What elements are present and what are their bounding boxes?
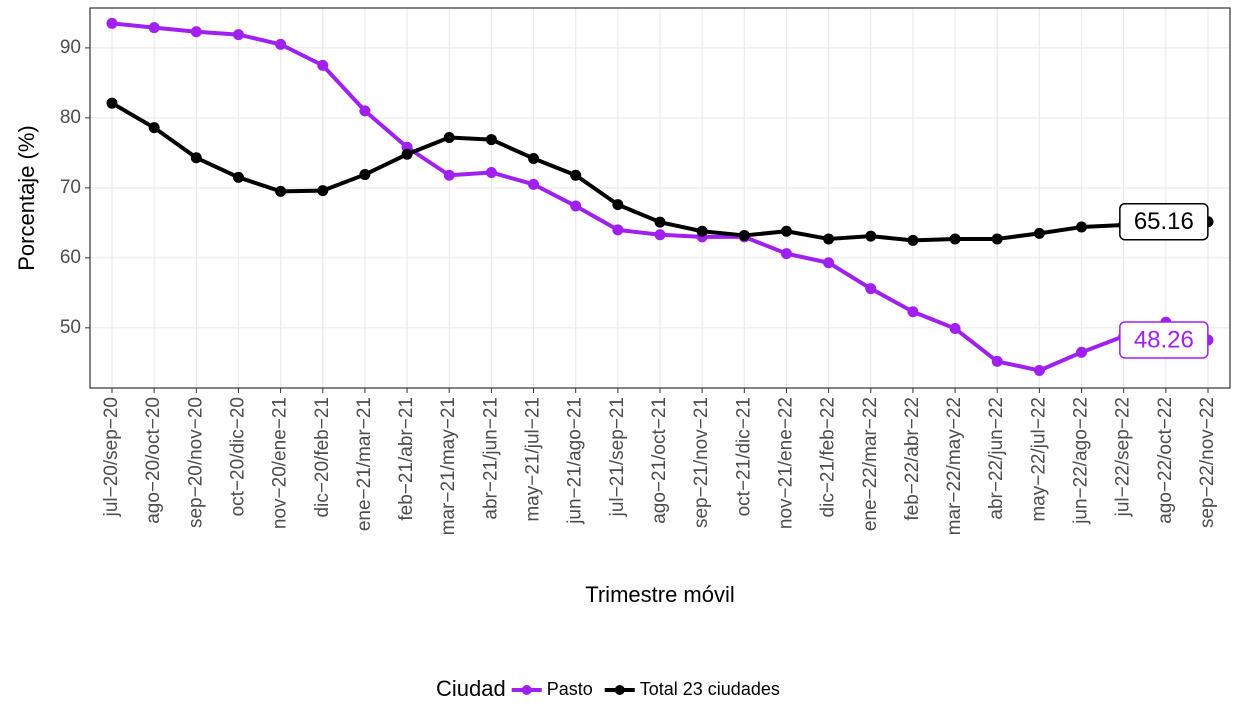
x-tick-label: feb−22/abr−22: [902, 397, 923, 521]
x-tick-label: mar−22/may−22: [944, 397, 965, 535]
point: [1033, 365, 1045, 377]
x-tick-label: abr−22/jun−22: [986, 397, 1007, 520]
point: [190, 152, 202, 164]
x-axis-title: Trimestre móvil: [585, 582, 735, 607]
x-tick-label: jun−21/ago−21: [565, 397, 586, 525]
point: [570, 200, 582, 212]
x-tick-label: jun−22/ago−22: [1071, 397, 1092, 525]
x-tick-label: feb−21/abr−21: [396, 397, 417, 521]
point: [780, 248, 792, 260]
y-tick-label: 90: [60, 37, 81, 58]
y-tick-label: 60: [60, 247, 81, 268]
point: [485, 134, 497, 146]
point: [485, 166, 497, 178]
x-tick-label: ene−21/mar−21: [354, 397, 375, 531]
point: [528, 178, 540, 190]
point: [317, 185, 329, 197]
x-tick-label: dic−20/feb−21: [312, 397, 333, 517]
x-tick-label: sep−22/nov−22: [1197, 397, 1218, 528]
end-label: 48.26: [1134, 326, 1194, 353]
x-tick-label: abr−21/jun−21: [480, 397, 501, 520]
point: [570, 169, 582, 181]
point: [275, 185, 287, 197]
point: [401, 148, 413, 160]
y-axis-title: Porcentaje (%): [14, 125, 39, 271]
x-tick-label: ago−22/oct−22: [1155, 397, 1176, 524]
point: [1076, 346, 1088, 358]
y-tick-label: 70: [60, 177, 81, 198]
legend-key-point: [521, 685, 532, 695]
point: [1033, 227, 1045, 239]
legend-label: Pasto: [547, 679, 593, 699]
point: [1076, 221, 1088, 233]
point: [823, 233, 835, 245]
point: [780, 225, 792, 237]
x-tick-label: oct−20/dic−20: [227, 397, 248, 516]
point: [443, 169, 455, 181]
x-tick-label: ago−20/oct−20: [143, 397, 164, 524]
point: [865, 283, 877, 295]
point: [275, 38, 287, 50]
x-tick-label: sep−21/nov−21: [691, 397, 712, 528]
point: [907, 234, 919, 246]
point: [106, 17, 118, 29]
x-tick-label: may−21/jul−21: [523, 397, 544, 522]
point: [148, 22, 160, 34]
point: [823, 257, 835, 269]
point: [359, 169, 371, 181]
x-tick-label: sep−20/nov−20: [185, 397, 206, 528]
point: [612, 199, 624, 211]
x-tick-label: oct−21/dic−21: [733, 397, 754, 516]
point: [654, 216, 666, 228]
point: [949, 323, 961, 335]
point: [991, 355, 1003, 367]
point: [612, 224, 624, 236]
legend-key-point: [614, 685, 625, 695]
point: [232, 29, 244, 41]
point: [696, 225, 708, 237]
x-tick-label: may−22/jul−22: [1028, 397, 1049, 522]
point: [317, 59, 329, 71]
x-tick-label: jul−21/sep−21: [607, 397, 628, 517]
point: [232, 171, 244, 183]
legend-label: Total 23 ciudades: [640, 679, 780, 699]
point: [907, 306, 919, 318]
point: [359, 105, 371, 117]
point: [738, 229, 750, 241]
y-tick-label: 80: [60, 107, 81, 128]
x-tick-label: mar−21/may−21: [438, 397, 459, 535]
x-tick-label: ene−22/mar−22: [860, 397, 881, 531]
point: [190, 26, 202, 38]
end-label-box: [1119, 321, 1209, 359]
x-tick-label: ago−21/oct−21: [649, 397, 670, 524]
x-tick-label: jul−22/sep−22: [1113, 397, 1134, 517]
x-tick-label: jul−20/sep−20: [101, 397, 122, 517]
x-tick-label: nov−20/ene−21: [270, 397, 291, 529]
y-tick-label: 50: [60, 317, 81, 338]
end-label: 65.16: [1134, 208, 1194, 235]
point: [654, 229, 666, 241]
point: [443, 131, 455, 143]
point: [865, 230, 877, 242]
x-tick-label: nov−21/ene−22: [775, 397, 796, 529]
point: [528, 152, 540, 164]
end-label-box: [1119, 202, 1209, 241]
point: [949, 233, 961, 245]
x-tick-label: dic−21/feb−22: [818, 397, 839, 517]
point: [991, 233, 1003, 245]
legend-title: Ciudad: [436, 676, 506, 701]
plot-border: [89, 7, 1231, 389]
point: [106, 97, 118, 109]
point: [148, 122, 160, 134]
